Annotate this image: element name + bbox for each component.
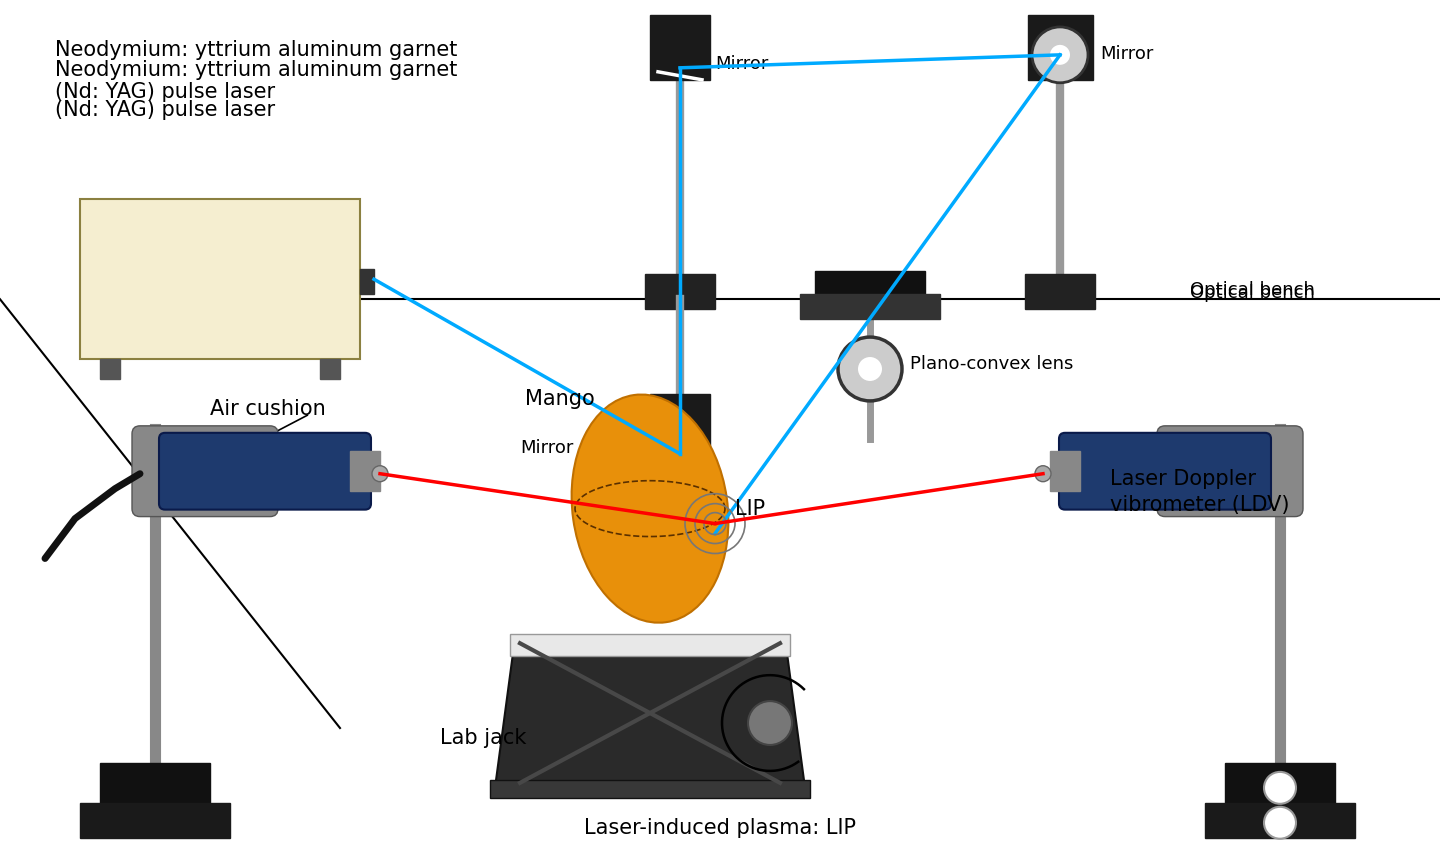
FancyBboxPatch shape	[1156, 426, 1303, 517]
Text: LIP: LIP	[734, 499, 765, 518]
Polygon shape	[495, 638, 805, 788]
Bar	[815, 271, 924, 311]
Text: Mirror: Mirror	[520, 439, 573, 457]
Bar	[490, 780, 809, 797]
Bar	[360, 269, 374, 294]
Bar	[99, 763, 210, 808]
Text: Optical bench: Optical bench	[1189, 282, 1315, 299]
Text: Mango: Mango	[526, 389, 595, 409]
Bar	[1225, 763, 1335, 808]
Text: Optical bench: Optical bench	[1189, 284, 1315, 303]
Circle shape	[1264, 807, 1296, 839]
Ellipse shape	[572, 395, 729, 623]
Text: Air cushion: Air cushion	[210, 399, 325, 419]
Circle shape	[372, 465, 387, 481]
FancyBboxPatch shape	[1058, 432, 1272, 510]
Text: (Nd: YAG) pulse laser: (Nd: YAG) pulse laser	[55, 99, 275, 120]
Bar	[350, 451, 380, 491]
FancyBboxPatch shape	[158, 432, 372, 510]
Bar	[645, 274, 716, 309]
Text: Mirror: Mirror	[1100, 45, 1153, 63]
Circle shape	[1050, 45, 1070, 65]
Bar	[1028, 15, 1093, 80]
Bar	[81, 803, 230, 838]
Bar	[1205, 803, 1355, 838]
Bar	[320, 359, 340, 379]
Bar	[649, 15, 710, 80]
Bar	[801, 294, 940, 319]
FancyBboxPatch shape	[132, 426, 278, 517]
Circle shape	[1035, 465, 1051, 481]
Text: Plano-convex lens: Plano-convex lens	[910, 355, 1073, 373]
Bar	[81, 200, 360, 359]
Text: Neodymium: yttrium aluminum garnet: Neodymium: yttrium aluminum garnet	[55, 40, 458, 60]
Circle shape	[747, 701, 792, 745]
Bar	[510, 634, 791, 656]
Text: Laser-induced plasma: LIP: Laser-induced plasma: LIP	[585, 818, 855, 838]
Bar	[1050, 451, 1080, 491]
Text: Neodymium: yttrium aluminum garnet: Neodymium: yttrium aluminum garnet	[55, 60, 458, 80]
Bar	[99, 359, 120, 379]
Text: (Nd: YAG) pulse laser: (Nd: YAG) pulse laser	[55, 82, 275, 102]
Text: Lab jack: Lab jack	[441, 728, 527, 748]
Text: Mirror: Mirror	[716, 55, 769, 72]
Circle shape	[1032, 27, 1089, 83]
Bar	[649, 394, 710, 459]
Circle shape	[858, 357, 881, 381]
Circle shape	[1264, 772, 1296, 804]
Text: Laser Doppler
vibrometer (LDV): Laser Doppler vibrometer (LDV)	[1110, 469, 1289, 515]
Circle shape	[838, 337, 901, 401]
Bar	[1025, 274, 1094, 309]
